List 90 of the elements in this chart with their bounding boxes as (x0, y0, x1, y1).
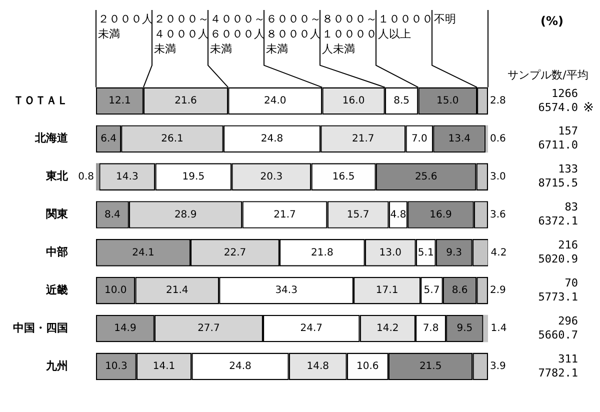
data-label: 14.1 (152, 361, 176, 372)
data-label: 2.8 (490, 96, 506, 107)
data-label: 6.4 (100, 133, 116, 144)
data-label: 24.8 (260, 133, 284, 144)
data-label: 3.0 (490, 171, 506, 182)
data-label: 27.7 (198, 323, 220, 334)
data-label: 3.6 (490, 209, 506, 220)
data-label: 15.7 (346, 209, 370, 220)
text: １００００人以上 (378, 12, 433, 40)
text: 70 (564, 276, 578, 290)
data-label: 9.3 (446, 247, 462, 258)
data-label: 34.3 (275, 285, 298, 296)
data-label: 7.0 (411, 133, 428, 144)
data-label: 24.0 (264, 96, 286, 107)
data-label: 14.8 (306, 361, 330, 372)
text: 6711.0 (538, 138, 578, 152)
data-label: 10.3 (105, 361, 128, 372)
text: 5020.9 (538, 252, 578, 266)
text: 5773.1 (538, 290, 578, 304)
text: (%) (540, 14, 564, 28)
data-label: 20.3 (260, 171, 283, 182)
text: 6574.0 (538, 100, 578, 114)
text: 不明 (434, 12, 456, 26)
y-tick-label: 北海道 (34, 132, 69, 145)
data-label: 26.1 (161, 133, 184, 144)
y-tick-label: ＴＯＴＡＬ (13, 94, 68, 107)
data-label: 2.9 (490, 285, 506, 296)
data-label: 0.6 (490, 133, 506, 144)
data-label: 10.6 (356, 361, 379, 372)
data-label: 14.3 (116, 171, 138, 182)
data-label: 8.5 (394, 96, 410, 107)
data-label: 7.8 (422, 323, 439, 334)
text: ８０００～１００００人未満 (322, 12, 377, 56)
text: 1266 (552, 86, 578, 100)
data-label: 16.0 (342, 96, 365, 107)
text: サンプル数/平均 (508, 68, 588, 82)
data-label: 12.1 (108, 96, 131, 107)
text: 83 (564, 200, 578, 214)
data-label: 21.8 (311, 247, 334, 258)
text: 296 (558, 314, 578, 328)
text: 133 (558, 162, 578, 176)
data-label: 21.7 (274, 209, 296, 220)
data-label: 14.2 (376, 323, 399, 334)
data-label: 8.6 (452, 285, 468, 296)
data-label: 4.2 (490, 247, 507, 258)
data-label: 15.0 (436, 96, 459, 107)
data-label: 8.4 (104, 209, 120, 220)
data-label: 0.8 (78, 171, 94, 182)
data-label: 22.7 (224, 247, 246, 258)
y-tick-label: 中国・四国 (13, 321, 68, 334)
data-label: 5.7 (424, 285, 440, 296)
data-label: 13.0 (379, 247, 402, 258)
text: 5660.7 (538, 328, 578, 342)
y-tick-label: 関東 (46, 208, 69, 221)
text: ２０００人未満 (98, 12, 153, 40)
y-tick-label: 近畿 (45, 283, 68, 296)
data-label: 21.6 (174, 96, 197, 107)
text: 157 (558, 124, 578, 138)
data-label: 19.5 (182, 171, 205, 182)
y-tick-label: 東北 (45, 170, 69, 183)
text: 6372.1 (538, 214, 578, 228)
data-label: 1.4 (490, 323, 507, 334)
data-label: 21.4 (166, 285, 188, 296)
data-label: 13.4 (448, 133, 471, 144)
data-label: 17.1 (376, 285, 398, 296)
data-label: 3.9 (490, 361, 506, 372)
text: 216 (558, 238, 578, 252)
data-label: 16.5 (332, 171, 355, 182)
data-label: 9.5 (456, 323, 473, 334)
data-label: 10.0 (104, 285, 127, 296)
data-label: 5.1 (418, 247, 434, 258)
text: 7782.1 (538, 366, 578, 380)
y-tick-label: 九州 (45, 359, 68, 372)
data-label: 14.9 (114, 323, 136, 334)
data-label: 4.8 (390, 209, 406, 220)
data-label: 24.8 (229, 361, 252, 372)
data-label: 21.7 (352, 133, 374, 144)
text: ※ (583, 100, 594, 116)
text: ６０００～８０００人未満 (266, 12, 321, 56)
text: 311 (558, 352, 578, 366)
data-label: 24.7 (300, 323, 323, 334)
text: 8715.5 (538, 176, 578, 190)
data-label: 28.9 (174, 209, 197, 220)
data-label: 16.9 (430, 209, 452, 220)
data-label: 21.5 (419, 361, 442, 372)
text: ４０００～６０００人未満 (210, 12, 265, 56)
data-label: 25.6 (414, 171, 438, 182)
text: ２０００～４０００人未満 (154, 12, 209, 56)
y-tick-label: 中部 (46, 246, 68, 259)
data-label: 24.1 (132, 247, 154, 258)
